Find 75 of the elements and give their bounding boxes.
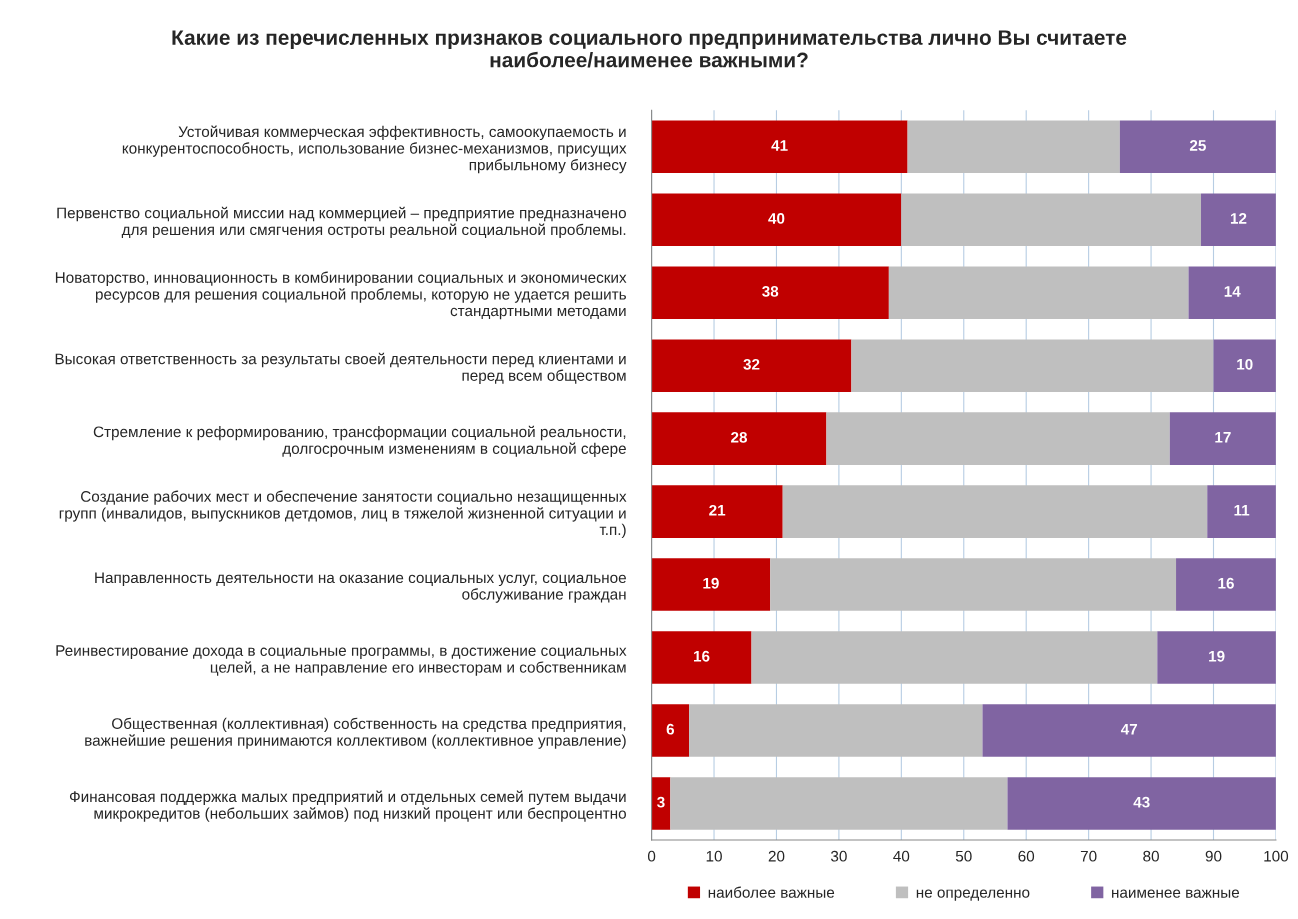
bar (782, 485, 1208, 538)
legend-label: не определенно (916, 889, 1030, 901)
chart-title: Какие из перечисленных признаков социального предпринимательства лично Вы считаете наиболее/наименее важными? (172, 30, 1127, 68)
bar (651, 266, 889, 319)
bar (651, 704, 690, 757)
data-label: 21 (709, 504, 726, 516)
y-tick-label: Реинвестирование дохода в социальные программы, в достижение социальных целей, а не направление его инвесторам и собственникам (56, 645, 627, 676)
data-label: 25 (1189, 140, 1206, 151)
x-tick-label: 10 (706, 850, 722, 862)
data-label: 32 (743, 358, 760, 370)
bar (851, 339, 1214, 392)
data-label: 10 (1237, 358, 1253, 370)
y-tick-label: Направленность деятельности на оказание социальных услуг, социальное обслуживание граждан (95, 572, 626, 603)
legend-label: наименее важные (1112, 889, 1240, 898)
bar (651, 485, 783, 538)
bar (651, 193, 902, 246)
x-tick-label: 100 (1264, 850, 1289, 862)
bar (1201, 193, 1276, 246)
data-label: 17 (1215, 432, 1231, 443)
y-tick-label: Устойчивая коммерческая эффективность, самоокупаемость и конкурентоспособность, использование бизнес-механизмов, присущих прибыльному бизнесу (122, 125, 627, 174)
bar (826, 412, 1170, 465)
y-tick-label: Создание рабочих мест и обеспечение занятости социально незащищенных групп (инвалидов, выпускников детдомов, лиц в тяжелой жизненной ситуации и т.п.) (59, 490, 627, 539)
bar (1157, 631, 1276, 684)
bar (651, 412, 827, 465)
bar (651, 339, 852, 392)
bar (907, 120, 1120, 174)
bar (770, 558, 1177, 611)
y-tick-label: Стремление к реформированию, трансформации социальной реальности, долгосрочным изменениям в социальной сфере (93, 425, 626, 457)
x-tick-label: 20 (768, 850, 785, 862)
data-label: 40 (768, 213, 785, 224)
data-label: 28 (731, 431, 748, 443)
bar (1169, 412, 1276, 465)
y-tick-label: Новаторство, инновационность в комбинировании социальных и экономических ресурсов для решения социальной проблемы, которую не удается решить стандартными методами (55, 271, 627, 320)
x-tick-label: 70 (1080, 850, 1097, 862)
data-label: 16 (1218, 577, 1234, 589)
bar (982, 704, 1276, 757)
data-label: 3 (657, 796, 665, 808)
y-tick-label: Общественная (коллективная) собственность на средства предприятия, важнейшие решения принимаются коллективом (коллективное управление) (85, 717, 626, 749)
x-tick-label: 30 (830, 850, 847, 862)
data-label: 19 (1209, 650, 1225, 662)
x-tick-label: 80 (1143, 850, 1159, 862)
bar (651, 558, 771, 611)
bar (888, 266, 1189, 319)
data-label: 12 (1230, 213, 1247, 224)
data-label: 6 (666, 723, 675, 735)
bar (901, 193, 1202, 246)
bar (651, 631, 752, 684)
data-label: 43 (1133, 796, 1150, 808)
bar (1176, 558, 1276, 611)
x-tick-label: 60 (1018, 850, 1035, 862)
bar (1188, 266, 1276, 319)
bar (1213, 339, 1276, 392)
bar (689, 704, 983, 757)
y-tick-label: Финансовая поддержка малых предприятий и отдельных семей путем выдачи микрокредитов (небольших займов) под низкий процент или беспроцентно (69, 790, 626, 822)
data-label: 41 (771, 140, 788, 151)
bar (1007, 777, 1276, 830)
bar (1207, 485, 1276, 538)
x-tick-label: 0 (647, 850, 656, 862)
bar (651, 777, 671, 830)
bar (1119, 120, 1276, 174)
data-label: 11 (1234, 505, 1250, 516)
y-tick-label: Первенство социальной миссии над коммерцией – предприятие предназначено для решения или смягчения остроты реальной социальной проблемы. (57, 206, 626, 239)
bar (670, 777, 1008, 830)
data-label: 14 (1224, 286, 1241, 297)
data-label: 19 (703, 577, 719, 589)
x-tick-label: 90 (1205, 850, 1222, 862)
legend-label: наиболее важные (708, 886, 835, 898)
y-tick-label: Высокая ответственность за результаты своей деятельности перед клиентами и перед всем обществом (55, 352, 626, 384)
x-tick-label: 50 (955, 850, 972, 862)
data-label: 47 (1120, 723, 1138, 735)
x-tick-label: 40 (893, 850, 910, 862)
data-label: 16 (694, 650, 710, 662)
bar (751, 631, 1158, 684)
data-label: 38 (762, 285, 779, 297)
bar (651, 120, 908, 174)
